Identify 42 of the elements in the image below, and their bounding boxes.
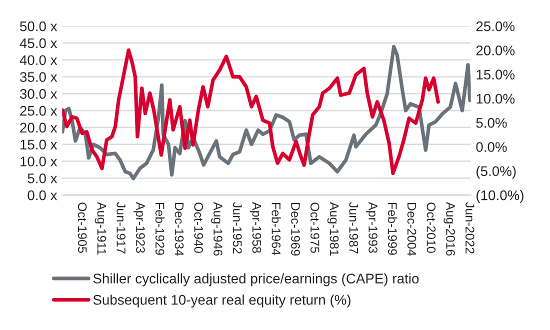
y-tick-label: 15.0 x xyxy=(20,140,58,150)
x-tick-label: Aug-1946 xyxy=(211,202,222,256)
y-tick-label: 0.0 x xyxy=(28,190,58,200)
y2-tick-label: 5.0% xyxy=(476,118,507,128)
y-tick-label: 35.0 x xyxy=(20,72,58,82)
x-tick-label: Oct-1940 xyxy=(194,202,204,253)
x-tick-label: Aug-2016 xyxy=(444,202,455,256)
y2-tick-label: (5.0%) xyxy=(476,166,516,179)
x-tick-label: Jun-1987 xyxy=(349,202,358,254)
y2-tick-label: 20.0% xyxy=(476,46,515,56)
x-tick-label: Oct-1905 xyxy=(78,202,87,253)
y-tick-label: 45.0 x xyxy=(20,38,58,48)
x-tick-label: Dec-1934 xyxy=(174,203,184,256)
y2-tick-label: (10.0%) xyxy=(476,190,524,203)
y-tick-label: 5.0 x xyxy=(28,173,58,184)
x-tick-label: Feb-1929 xyxy=(155,203,165,255)
x-tick-label: Aug-1911 xyxy=(94,202,106,255)
x-tick-label: Oct-1975 xyxy=(310,202,320,253)
y-tick-label: 50.0 x xyxy=(20,21,58,32)
y-tick-label: 25.0 x xyxy=(20,106,58,116)
x-tick-label: Jun-1917 xyxy=(116,202,126,254)
legend-label: Subsequent 10-year real equity return (%) xyxy=(93,294,350,308)
y-tick-label: 40.0 x xyxy=(20,55,58,66)
x-tick-label: Feb-1964 xyxy=(272,203,281,256)
legend-label: Shiller cyclically adjusted price/earnings (CAPE) ratio xyxy=(93,273,419,286)
y-tick-label: 10.0 x xyxy=(20,156,58,166)
x-tick-label: Dec-2004 xyxy=(407,203,416,256)
y2-tick-label: 0.0% xyxy=(476,142,507,152)
y-tick-label: 30.0 x xyxy=(20,88,58,99)
x-tick-label: Jun-1952 xyxy=(232,202,242,254)
y2-tick-label: 10.0% xyxy=(476,94,515,104)
x-tick-label: Apr-1958 xyxy=(250,202,262,253)
y-tick-label: 20.0 x xyxy=(20,122,58,133)
x-tick-label: Apr-1993 xyxy=(366,202,378,253)
x-tick-label: Oct-2010 xyxy=(426,202,436,253)
y2-tick-label: 25.0% xyxy=(476,21,515,32)
x-tick-label: Aug-1981 xyxy=(327,202,339,256)
x-tick-label: Dec-1969 xyxy=(291,203,300,256)
x-tick-label: Jun-2022 xyxy=(466,202,474,254)
y2-tick-label: 15.0% xyxy=(476,70,515,80)
x-tick-label: Feb-1999 xyxy=(388,203,398,255)
x-tick-label: Apr-1923 xyxy=(134,202,145,253)
